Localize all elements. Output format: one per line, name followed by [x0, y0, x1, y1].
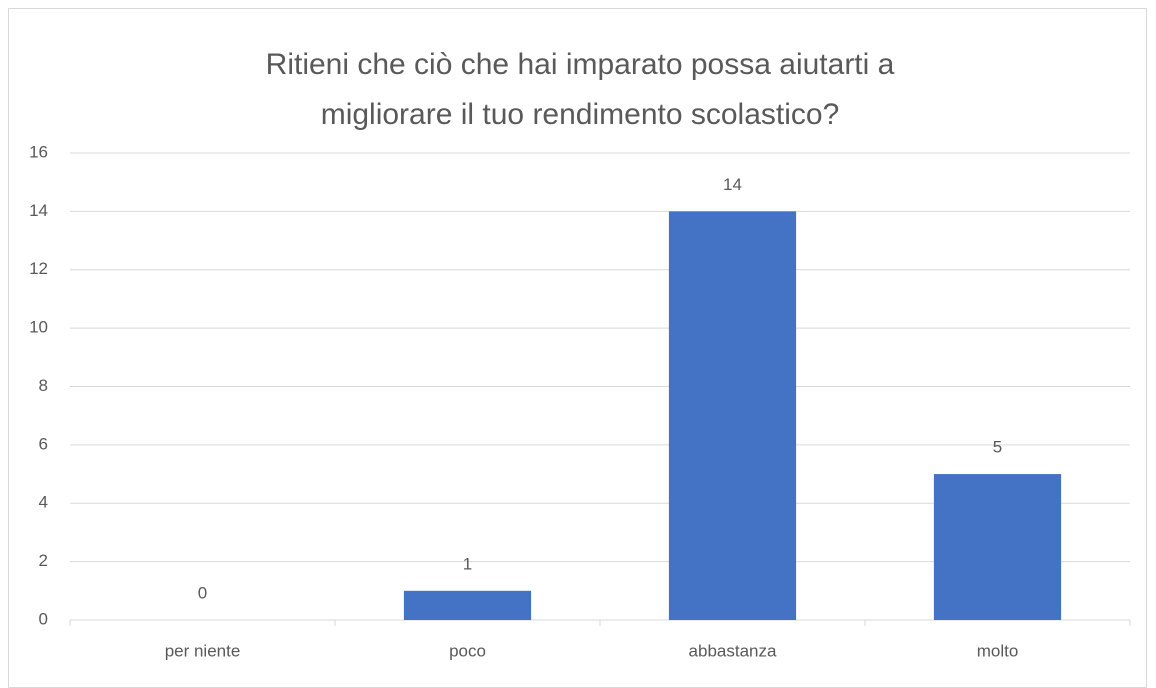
bar: [668, 211, 797, 620]
data-label: 1: [463, 554, 472, 573]
y-tick-label: 2: [39, 551, 48, 570]
y-tick-label: 10: [29, 318, 48, 337]
bar: [403, 590, 532, 620]
x-tick-label: poco: [449, 641, 486, 660]
y-tick-label: 0: [39, 609, 48, 628]
y-tick-label: 4: [39, 493, 48, 512]
y-tick-label: 6: [39, 434, 48, 453]
x-tick-label: per niente: [165, 641, 241, 660]
data-label: 5: [993, 438, 1002, 457]
chart: 0 2 4 6 8 10 12 14 16 per niente 0 poco 1 abbastanza 1…: [29, 142, 1131, 660]
y-tick-label: 14: [29, 201, 48, 220]
chart-title: Ritieni che ciò che hai imparato possa a…: [265, 48, 895, 131]
y-tick-label: 12: [29, 259, 48, 278]
y-tick-label: 16: [29, 142, 48, 161]
bar: [933, 474, 1062, 620]
page: Ritieni che ciò che hai imparato possa a…: [8, 8, 1147, 688]
data-label: 14: [723, 175, 742, 194]
data-label: 0: [198, 583, 207, 602]
x-tick-label: abbastanza: [689, 641, 777, 660]
x-tick-label: molto: [977, 641, 1019, 660]
y-tick-label: 8: [39, 376, 48, 395]
